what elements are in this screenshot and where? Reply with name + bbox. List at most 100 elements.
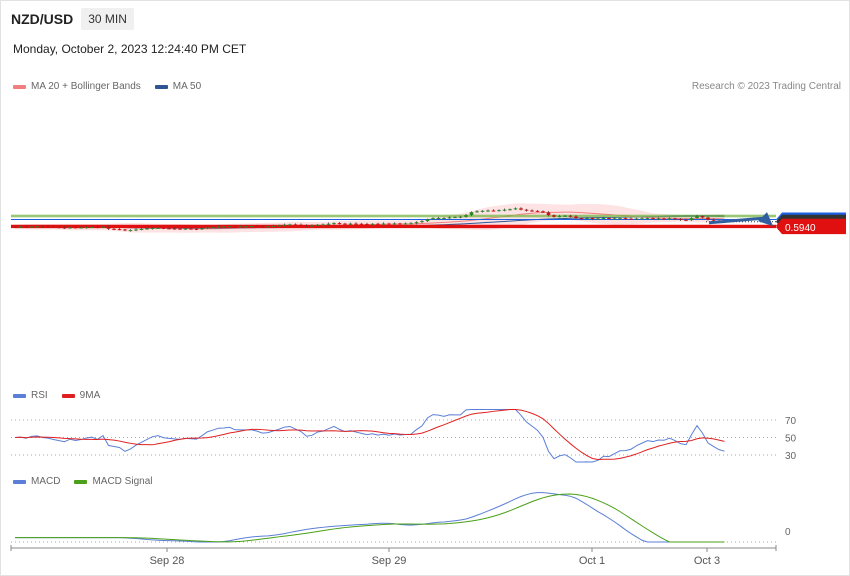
candle-body [156,227,160,229]
candle-body [51,226,56,228]
candle-body [249,226,254,228]
time-tick-label: Oct 3 [694,555,720,567]
candle-body [629,218,633,220]
candle-body [552,215,556,217]
candle-body [464,215,468,217]
candle-body [293,224,298,226]
candle-body [84,227,89,229]
candle-body [431,218,435,220]
candle-body [255,226,259,228]
forecast-arrow-layer [708,212,773,227]
candle-body [442,218,446,220]
candle-body [656,218,661,220]
candle-body [101,226,105,228]
candle-body [662,218,666,220]
legend-label: MACD [31,476,61,487]
candle-body [310,225,314,227]
symbol-title: NZD/USD [11,11,74,27]
candle-body [200,228,204,230]
candle-body [178,228,182,230]
candle-body [189,228,193,230]
candle-body [370,223,375,225]
candle-body [123,229,127,231]
candlestick-layer [13,207,727,232]
candle-body [288,224,292,226]
candle-body [480,210,485,212]
candle-body [359,223,364,225]
candle-body [57,227,61,229]
candle-body [475,211,479,213]
candle-body [590,218,595,220]
candle-body [579,218,584,220]
rsi-panel: 70 50 30 [11,408,797,463]
candle-body [596,218,600,220]
candle-body [447,217,452,219]
candle-body [497,210,501,212]
legend-label: MACD Signal [92,476,153,487]
rsi-level-label: 30 [785,451,797,462]
candle-body [244,226,248,228]
candle-body [612,218,617,220]
candle-body [238,226,243,228]
rsi-line [14,409,725,463]
candle-body [618,218,622,220]
candle-body [458,216,463,218]
legend-swatch [13,479,26,484]
candle-body [535,210,540,212]
price-level-layer: 0.60130.60040.59870.59730.59490.5940 [11,211,846,235]
timeframe-badge[interactable]: 30 MIN [81,8,134,30]
legend-label: MA 50 [172,81,202,92]
legend-ma20: MA 20 + Bollinger Bands [13,81,141,92]
candle-body [711,219,716,221]
candle-body [354,223,358,225]
candle-body [62,227,67,229]
candle-body [321,224,325,226]
candle-body [18,226,23,228]
legend-swatch [13,84,26,89]
legend-swatch [61,393,75,398]
macd-legend: MACD MACD Signal [13,476,160,487]
candle-body [348,223,353,225]
rsi-level-label: 70 [785,416,797,427]
candle-body [112,228,116,230]
candle-body [491,210,496,212]
candle-body [271,225,276,227]
legend-ma50: MA 50 [154,81,202,92]
macd-signal-line [15,493,725,543]
legend-label: 9MA [79,390,101,401]
candle-body [414,222,419,224]
candle-body [343,223,347,225]
candle-body [13,226,17,228]
candle-body [73,227,78,229]
candle-body [277,225,281,227]
candle-body [398,223,402,225]
price-legend: MA 20 + Bollinger Bands MA 50 [13,81,209,92]
legend-swatch [74,479,88,484]
candle-body [563,215,567,217]
support-tag [776,220,846,235]
candle-body [304,225,309,227]
candle-body [706,217,710,220]
time-axis: Sep 28 Sep 29 Oct 1 Oct 3 [10,545,777,567]
candle-body [524,209,529,211]
time-tick-label: Sep 29 [372,555,407,567]
candle-body [134,229,138,231]
candle-body [574,216,578,219]
candle-body [337,223,342,225]
candle-body [436,218,441,220]
legend-swatch [13,393,26,398]
rsi-ma-line [14,408,725,460]
time-tick-label: Oct 1 [579,555,605,567]
support-label: 0.5940 [785,223,816,234]
candle-body [502,209,507,211]
candle-body [634,218,639,220]
candle-body [95,227,100,229]
macd-level-label: 0 [785,527,791,538]
candle-body [24,226,28,228]
candle-body [315,224,320,226]
legend-9ma: 9MA [61,390,101,401]
legend-macd: MACD [13,476,60,487]
candle-body [678,219,683,221]
candle-body [227,226,232,228]
candle-body [695,216,699,219]
